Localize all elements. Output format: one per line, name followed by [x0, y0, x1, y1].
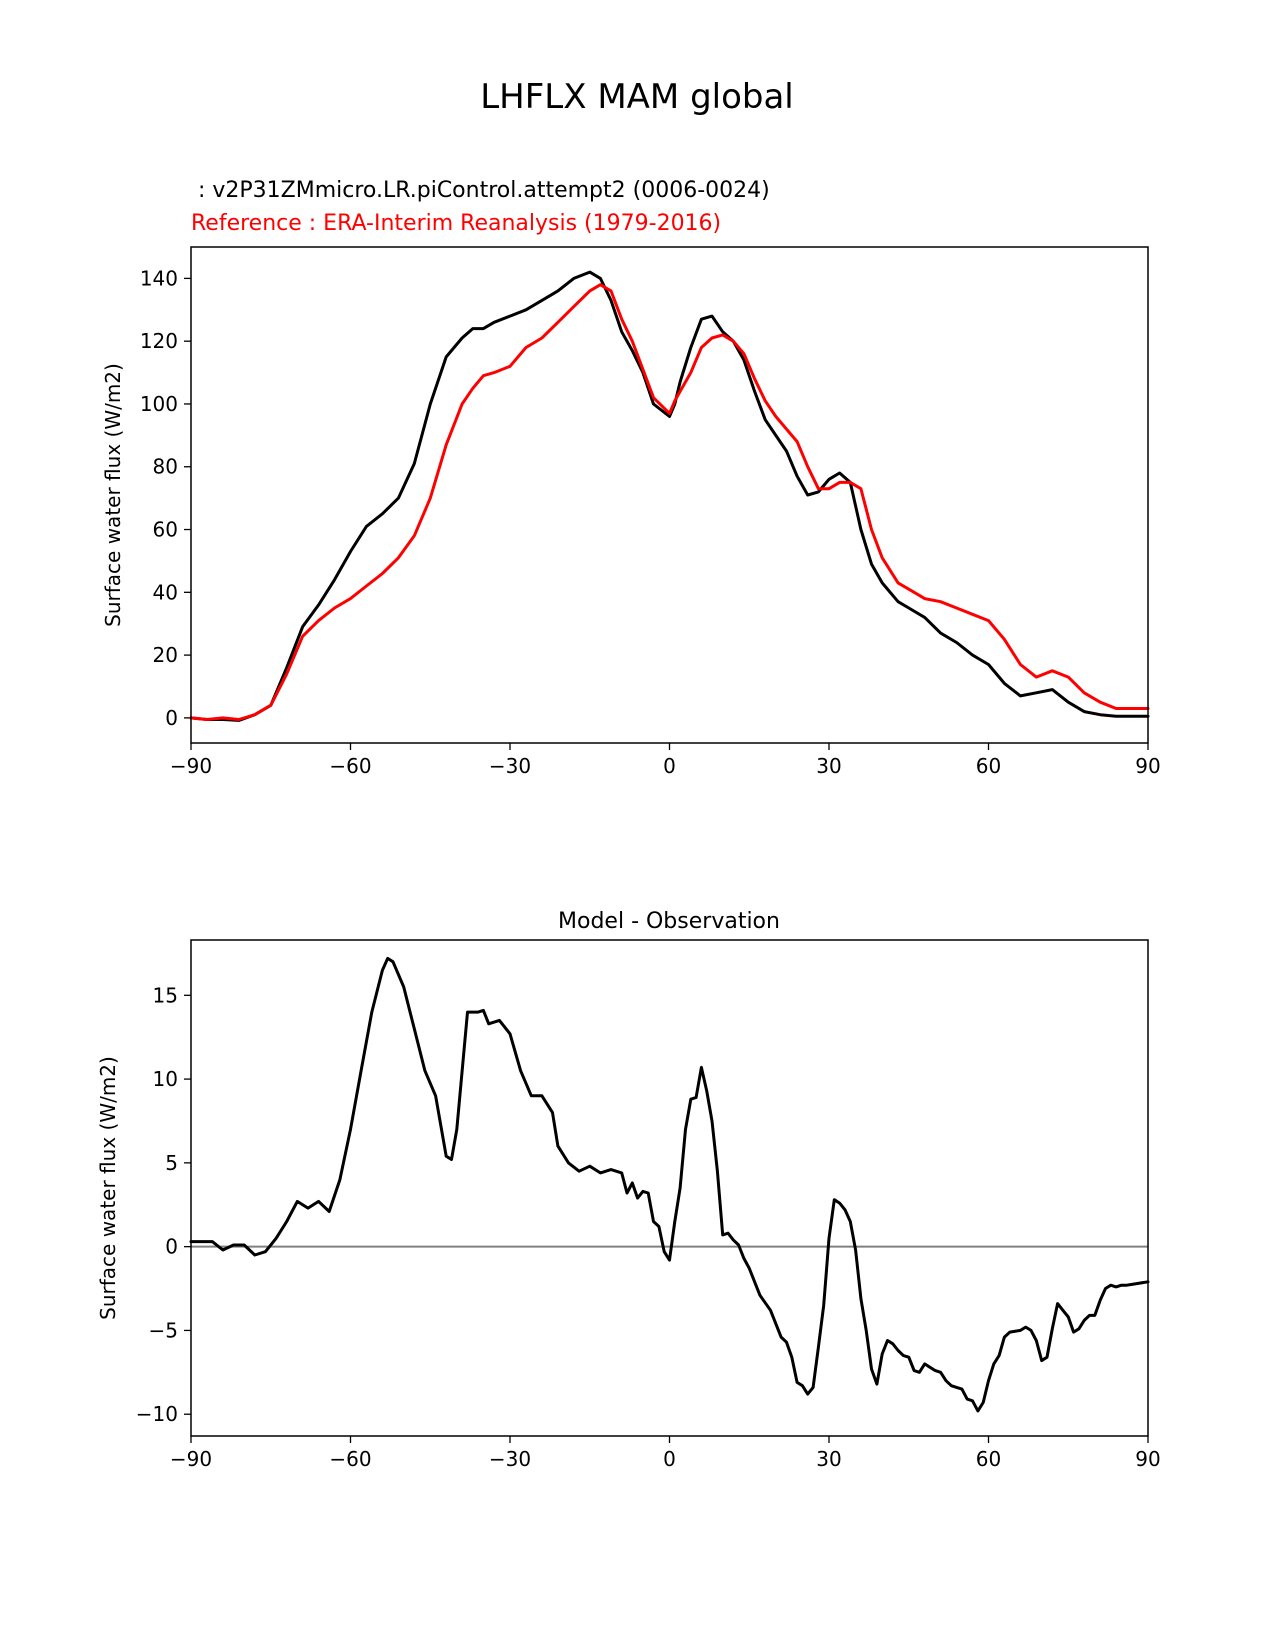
top-y-tick-label: 40	[153, 580, 178, 604]
bottom-y-tick-label: 10	[153, 1067, 178, 1091]
bottom-axis-ticks: −90 −60 −30 0 30 60 90 −10 −5 0 5 10 15	[136, 983, 1161, 1471]
top-x-tick-label: 30	[816, 754, 841, 778]
figure-title: LHFLX MAM global	[480, 77, 794, 117]
top-y-tick-label: 80	[153, 455, 178, 479]
bottom-x-tick-label: −30	[489, 1447, 531, 1471]
difference-panel: Model - Observation −90 −60 −30 0 30 60 90−10−…	[96, 909, 1161, 1471]
bottom-x-tick-label: 90	[1135, 1447, 1160, 1471]
bottom-x-tick-label: 60	[976, 1447, 1001, 1471]
bottom-y-tick-label: 0	[165, 1235, 178, 1259]
top-axis-ticks: −90 −60 −30 0 30 60 90 0 20 40 60 80 100 120 140	[140, 266, 1161, 778]
top-x-tick-label: 90	[1135, 754, 1160, 778]
top-y-tick-label: 140	[140, 266, 178, 290]
bottom-plot-frame	[190, 939, 1149, 1437]
bottom-y-tick-label: 5	[165, 1151, 178, 1175]
bottom-x-tick-label: −60	[329, 1447, 371, 1471]
bottom-x-tick-label: −90	[170, 1447, 212, 1471]
top-y-tick-label: 20	[153, 643, 178, 667]
top-y-tick-label: 60	[153, 518, 178, 542]
difference-title: Model - Observation	[558, 909, 780, 934]
top-x-tick-label: 0	[663, 754, 676, 778]
top-y-tick-label: 0	[165, 706, 178, 730]
top-plot-frame	[190, 246, 1149, 744]
top-series-line-model	[189, 270, 1150, 722]
bottom-x-tick-label: 0	[663, 1447, 676, 1471]
top-series-lines	[189, 270, 1150, 722]
top-x-tick-label: −90	[170, 754, 212, 778]
top-series-line-reference	[189, 283, 1150, 721]
bottom-y-tick-label: −10	[136, 1402, 178, 1426]
test-case-title: : v2P31ZMmicro.LR.piControl.attempt2 (00…	[191, 178, 770, 203]
bottom-y-axis-label: Surface water flux (W/m2)	[96, 1056, 120, 1320]
zonal-mean-panel: : v2P31ZMmicro.LR.piControl.attempt2 (00…	[101, 178, 1161, 778]
bottom-series-lines	[189, 956, 1150, 1413]
top-y-axis-label: Surface water flux (W/m2)	[101, 363, 125, 627]
reference-title: Reference : ERA-Interim Reanalysis (1979…	[191, 211, 721, 236]
bottom-y-tick-label: −5	[149, 1318, 178, 1342]
top-y-tick-label: 120	[140, 329, 178, 353]
bottom-x-tick-label: 30	[816, 1447, 841, 1471]
bottom-series-line-model	[189, 956, 1150, 1413]
bottom-y-tick-label: 15	[153, 983, 178, 1007]
top-x-tick-label: −30	[489, 754, 531, 778]
top-x-tick-label: 60	[976, 754, 1001, 778]
top-y-tick-label: 100	[140, 392, 178, 416]
top-x-tick-label: −60	[329, 754, 371, 778]
